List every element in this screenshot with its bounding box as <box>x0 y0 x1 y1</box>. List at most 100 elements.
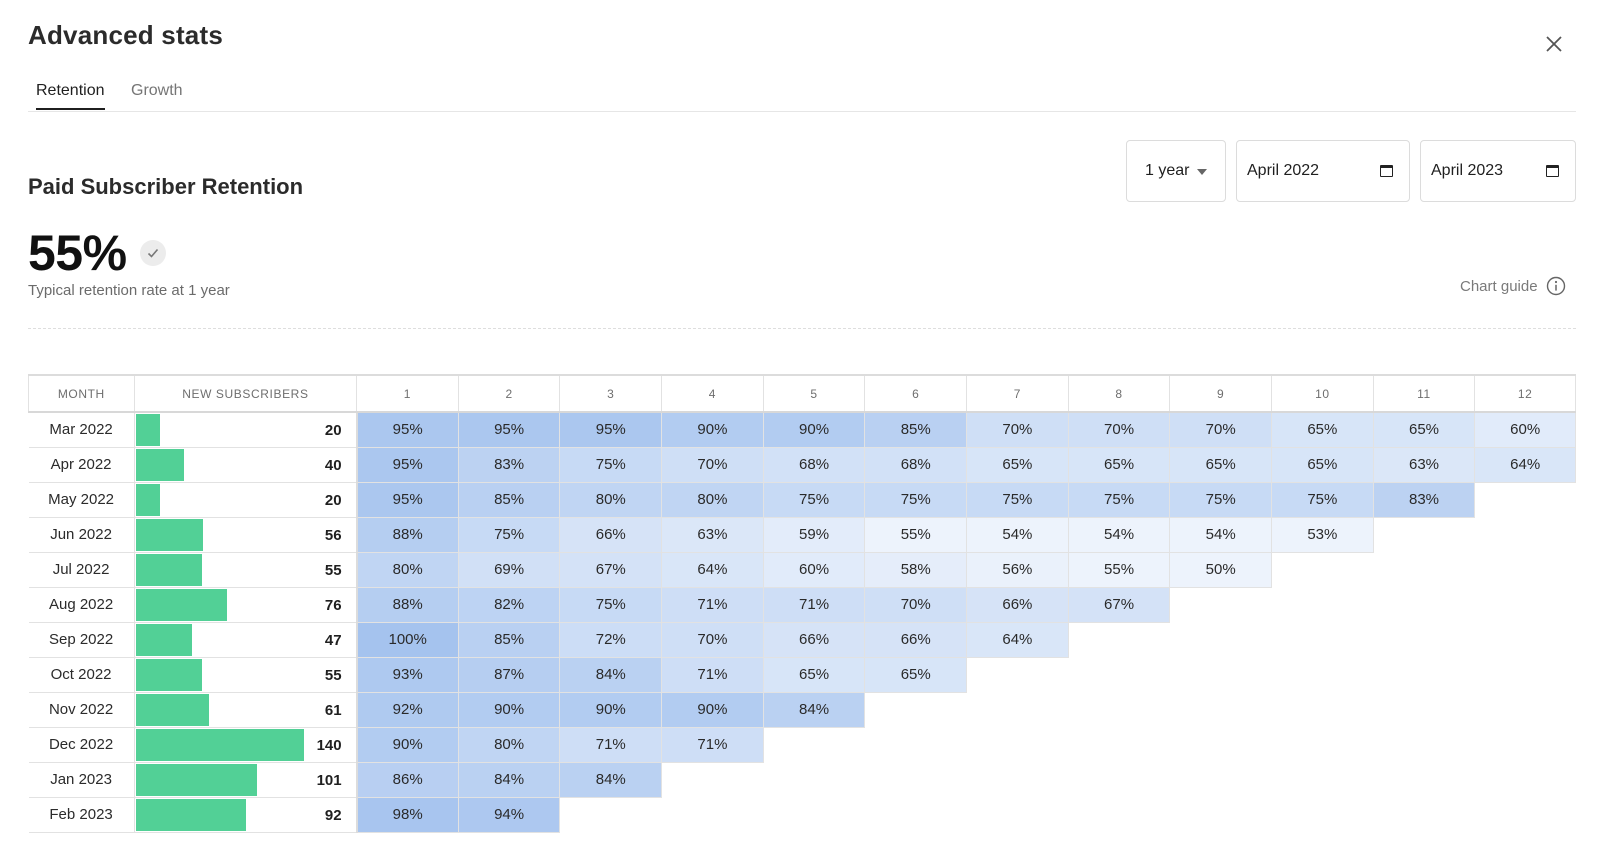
retention-cell: 67% <box>1067 586 1171 623</box>
new-subscribers-cell: 61 <box>134 692 358 728</box>
empty-cell <box>763 762 865 797</box>
retention-cell: 55% <box>864 516 968 553</box>
empty-cell <box>1373 552 1475 587</box>
range-select[interactable]: 1 year <box>1126 140 1226 202</box>
empty-cell <box>1475 517 1576 552</box>
retention-cell: 64% <box>661 551 764 588</box>
retention-cell: 63% <box>1372 446 1476 483</box>
subscriber-bar <box>135 763 257 796</box>
column-header-period: 4 <box>661 374 764 413</box>
empty-cell <box>1373 587 1475 622</box>
start-date-input[interactable]: April 2022 <box>1236 140 1410 202</box>
new-subscribers-cell: 55 <box>134 552 358 588</box>
empty-cell <box>1170 797 1272 832</box>
empty-cell <box>865 762 967 797</box>
empty-cell <box>1272 587 1374 622</box>
retention-cell: 90% <box>559 691 663 728</box>
subscriber-count: 20 <box>324 422 342 439</box>
column-header-month: MONTH <box>28 374 135 413</box>
retention-cell: 90% <box>457 691 561 728</box>
retention-cell: 59% <box>762 516 866 553</box>
subscriber-count: 76 <box>324 596 342 614</box>
subscriber-bar <box>135 623 192 656</box>
table-row: Aug 2022 76 88% 82% 75% 71% 71% 70% 66% 67% <box>28 586 1576 623</box>
cohort-month: Mar 2022 <box>28 412 135 448</box>
new-subscribers-cell: 92 <box>134 797 358 833</box>
empty-cell <box>1373 727 1475 762</box>
retention-table: MONTH NEW SUBSCRIBERS 1 2 3 4 5 6 7 8 9 10 11 12 Mar … <box>28 374 1576 833</box>
retention-cell: 80% <box>661 481 764 518</box>
calendar-icon[interactable] <box>1546 165 1559 177</box>
retention-cell: 88% <box>356 516 459 553</box>
retention-cell: 65% <box>1372 411 1476 448</box>
subscriber-bar <box>135 798 246 831</box>
empty-cell <box>662 762 764 797</box>
retention-cell: 65% <box>1067 446 1171 483</box>
end-date-input[interactable]: April 2023 <box>1420 140 1576 202</box>
retention-cell: 65% <box>1271 446 1374 483</box>
retention-cell: 94% <box>457 796 561 833</box>
retention-cell: 58% <box>864 551 968 588</box>
retention-cell: 100% <box>356 621 459 658</box>
subscriber-count: 92 <box>324 806 342 824</box>
retention-cell: 90% <box>356 726 459 763</box>
empty-cell <box>1475 622 1576 657</box>
retention-cell: 55% <box>1067 551 1171 588</box>
empty-cell <box>662 797 764 832</box>
retention-cell: 60% <box>762 551 866 588</box>
retention-cell: 70% <box>661 446 764 483</box>
retention-cell: 64% <box>966 621 1069 658</box>
cohort-month: Aug 2022 <box>28 587 135 623</box>
empty-cell <box>1475 657 1576 692</box>
page-title: Advanced stats <box>28 20 223 50</box>
column-header-period: 2 <box>457 374 561 413</box>
retention-cell: 93% <box>356 656 459 693</box>
retention-cell: 82% <box>457 586 561 623</box>
new-subscribers-cell: 140 <box>134 727 358 763</box>
retention-cell: 75% <box>1271 481 1374 518</box>
empty-cell <box>967 727 1069 762</box>
empty-cell <box>1373 797 1475 832</box>
subscriber-count: 55 <box>324 561 342 579</box>
empty-cell <box>1272 762 1374 797</box>
empty-cell <box>1373 762 1475 797</box>
retention-cell: 63% <box>661 516 764 553</box>
tab-retention[interactable]: Retention <box>36 82 105 110</box>
retention-cell: 95% <box>457 411 561 448</box>
subscriber-count: 55 <box>324 666 342 684</box>
close-icon[interactable] <box>1540 30 1568 58</box>
retention-cell: 68% <box>864 446 968 483</box>
table-row: Dec 2022 140 90% 80% 71% 71% <box>28 726 1576 763</box>
divider <box>28 328 1576 329</box>
tab-growth[interactable]: Growth <box>131 82 183 99</box>
empty-cell <box>865 692 967 727</box>
cohort-month: Jan 2023 <box>28 762 135 798</box>
section-title: Paid Subscriber Retention <box>28 174 304 199</box>
subscriber-bar <box>135 483 160 516</box>
retention-cell: 67% <box>559 551 663 588</box>
empty-cell <box>1068 727 1170 762</box>
retention-cell: 85% <box>457 481 561 518</box>
retention-cell: 75% <box>457 516 561 553</box>
retention-cell: 88% <box>356 586 459 623</box>
column-header-period: 9 <box>1169 374 1273 413</box>
column-header-period: 1 <box>356 374 459 413</box>
empty-cell <box>763 727 865 762</box>
column-header-period: 11 <box>1372 374 1476 413</box>
chart-guide-link[interactable]: Chart guide <box>1460 276 1566 296</box>
retention-cell: 75% <box>559 586 663 623</box>
retention-cell: 80% <box>457 726 561 763</box>
retention-cell: 80% <box>356 551 459 588</box>
new-subscribers-cell: 55 <box>134 657 358 693</box>
retention-cell: 75% <box>559 446 663 483</box>
calendar-icon[interactable] <box>1380 165 1393 177</box>
empty-cell <box>1272 622 1374 657</box>
new-subscribers-cell: 20 <box>134 482 358 518</box>
retention-cell: 66% <box>864 621 968 658</box>
table-row: Oct 2022 55 93% 87% 84% 71% 65% 65% <box>28 656 1576 693</box>
retention-cell: 70% <box>864 586 968 623</box>
empty-cell <box>967 762 1069 797</box>
retention-cell: 53% <box>1271 516 1374 553</box>
cohort-month: Feb 2023 <box>28 797 135 833</box>
retention-cell: 90% <box>661 691 764 728</box>
